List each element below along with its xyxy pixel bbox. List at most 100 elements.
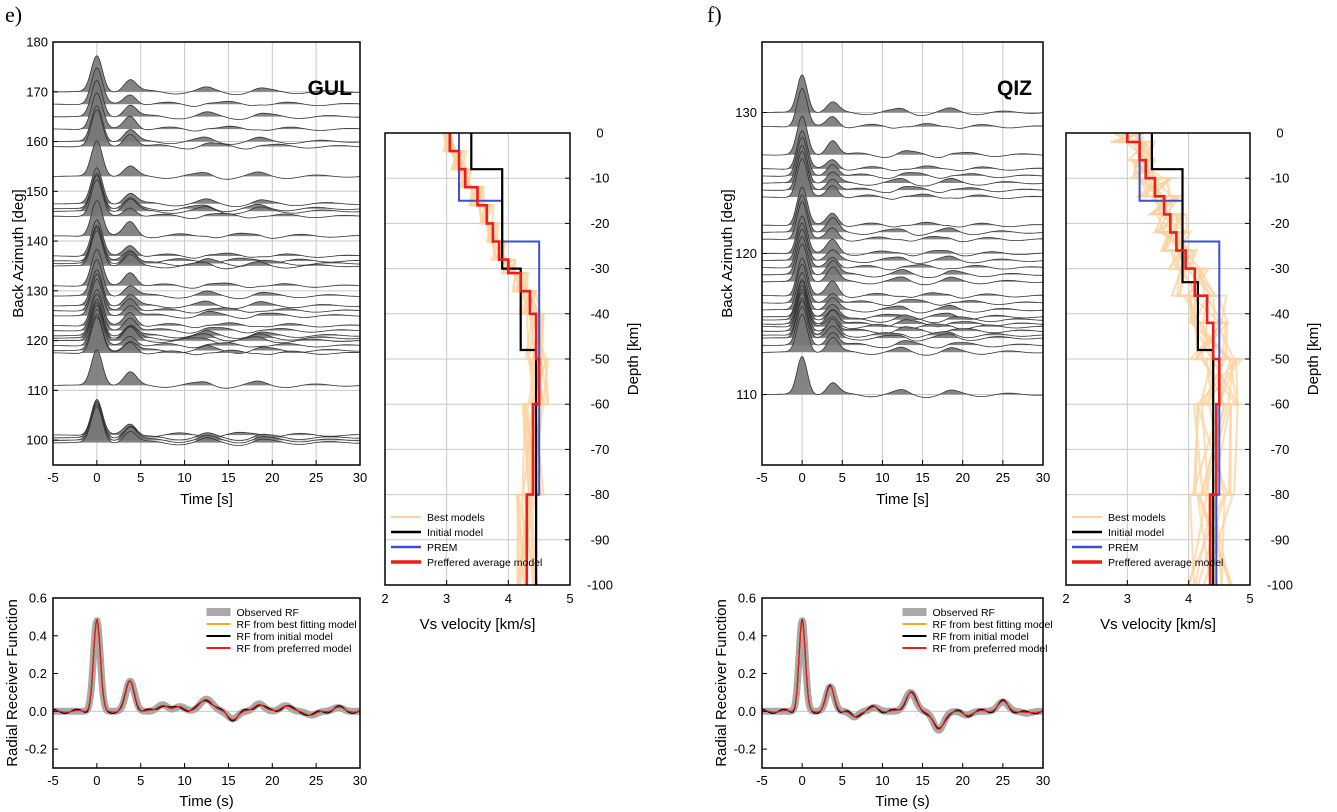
rf-trace — [762, 272, 1044, 314]
rf-trace-fill — [53, 167, 360, 204]
x-tick-label: 30 — [1036, 470, 1050, 485]
rf-trace — [53, 219, 361, 259]
rf-trace-fill — [53, 106, 360, 142]
rf-trace-fill — [762, 145, 1043, 183]
rf-trace-fill — [762, 236, 1043, 275]
legend-label: RF from initial model — [933, 631, 1029, 643]
velocity-legend: Best models Initial model PREM Preffered av… — [391, 512, 542, 569]
y-tick-label: -50 — [591, 352, 610, 367]
y-tick-label: 110 — [27, 383, 48, 398]
rf-fit-plot: -5 0 5 10 15 20 25 30 -0.2 0.0 0.2 0.4 0.6 Time (s) Ra… — [713, 591, 1053, 811]
x-tick-label: 5 — [566, 591, 573, 606]
y-tick-label: 0.6 — [738, 591, 756, 606]
rf-trace-fill — [53, 110, 360, 147]
rf-trace-fill — [53, 200, 360, 237]
rf-trace-fill — [762, 88, 1043, 127]
rf-trace-fill — [762, 300, 1043, 339]
rf-trace — [53, 105, 361, 145]
rf-trace-fill — [762, 229, 1043, 268]
y-tick-label: -20 — [1271, 216, 1290, 231]
rf-trace-fill — [762, 201, 1043, 240]
x-tick-label: 20 — [265, 470, 279, 485]
x-tick-label: 10 — [177, 773, 191, 788]
rf-trace — [53, 80, 360, 120]
x-tick-label: 30 — [1036, 773, 1050, 788]
rf-trace-fill — [53, 141, 360, 177]
x-tick-label: 20 — [265, 773, 279, 788]
x-tick-label: 0 — [93, 470, 100, 485]
legend-label: RF from initial model — [237, 631, 333, 643]
rf-trace — [762, 257, 1043, 299]
rf-trace — [53, 109, 361, 150]
rf-trace — [761, 243, 1044, 286]
rf-trace — [53, 401, 360, 441]
y-tick-label: 0 — [1276, 126, 1283, 141]
rf-trace — [52, 293, 361, 334]
velocity-ticks: 2 3 4 5 0 -10 -20 -30 -40 -50 -60 -70 -80 -90 -100 — [381, 126, 613, 607]
legend-label: RF from preferred model — [933, 643, 1048, 655]
x-tick-label: 5 — [839, 773, 846, 788]
y-tick-label: -100 — [1267, 578, 1293, 593]
rf-trace-fill — [762, 223, 1043, 261]
station-name: GUL — [308, 77, 353, 100]
x-tick-label: -5 — [756, 470, 768, 485]
y-axis-label: Radial Receiver Function — [4, 599, 21, 767]
legend-label: Preffered average model — [1108, 557, 1223, 569]
rf-trace-fill — [53, 404, 360, 441]
x-tick-label: 25 — [996, 773, 1010, 788]
rf-trace — [762, 300, 1044, 342]
y-tick-label: -0.2 — [25, 742, 47, 757]
y-tick-label: 0.6 — [29, 591, 47, 606]
rf-fit-series — [50, 617, 363, 723]
y-tick-label: -20 — [591, 216, 610, 231]
y-tick-label: -60 — [1271, 397, 1290, 412]
x-tick-label: 25 — [309, 773, 323, 788]
rf-trace-fill — [53, 230, 360, 266]
y-tick-label: 130 — [735, 105, 757, 120]
rf-trace-fill — [53, 294, 360, 331]
rf-trace-fill — [53, 279, 360, 316]
x-axis-label: Vs velocity [km/s] — [420, 616, 536, 633]
rf-trace-fill — [762, 216, 1043, 254]
y-tick-label: 120 — [735, 246, 757, 261]
legend-label: Observed RF — [933, 607, 995, 619]
y-tick-label: -90 — [1271, 532, 1290, 547]
legend-label: RF from preferred model — [237, 643, 352, 655]
rf-fit-plot: -5 0 5 10 15 20 25 30 -0.2 0.0 0.2 0.4 0.6 Time (s) Ra… — [4, 591, 367, 811]
rf-trace-fill — [53, 259, 360, 296]
rf-trace-fill — [762, 244, 1043, 282]
rf-trace — [762, 158, 1044, 200]
rf-traces — [761, 74, 1044, 398]
rf-trace — [762, 130, 1043, 172]
rf-trace — [53, 308, 361, 349]
series-initial-model — [1150, 133, 1215, 585]
y-tick-label: 150 — [26, 184, 48, 199]
rf-trace — [762, 263, 1044, 306]
legend-label: RF from best fitting model — [237, 619, 357, 631]
rf-trace-fill — [762, 116, 1043, 155]
y-tick-label: 100 — [26, 433, 48, 448]
x-tick-label: 4 — [1185, 591, 1192, 606]
rf-trace — [762, 151, 1044, 193]
rf-trace — [53, 349, 361, 389]
rf-trace — [762, 88, 1043, 129]
rf-fit-frame — [761, 597, 1044, 769]
rf-fit-frame — [52, 597, 361, 769]
rf-trace — [53, 403, 360, 444]
x-tick-label: 15 — [915, 470, 929, 485]
x-tick-label: 15 — [915, 773, 929, 788]
rf-trace-fill — [762, 356, 1043, 395]
rf-trace-fill — [762, 75, 1043, 113]
rf-trace — [53, 289, 360, 328]
legend-label: PREM — [1108, 542, 1138, 554]
rf-trace-fill — [762, 285, 1043, 324]
x-tick-label: 10 — [875, 470, 889, 485]
series-preferred-rf — [53, 618, 361, 721]
x-axis-label: Vs velocity [km/s] — [1100, 616, 1216, 633]
velocity-plot: 2 3 4 5 0 -10 -20 -30 -40 -50 -60 -70 -80 -90 -100 Vs v… — [1062, 126, 1322, 634]
y-tick-label: 0.2 — [738, 666, 756, 681]
velocity-series — [441, 132, 550, 586]
rf-trace-fill — [762, 272, 1043, 310]
rf-stack-ticks: -5 0 5 10 15 20 25 30 100 110 120 130 140 150 160 170 18… — [26, 35, 367, 486]
